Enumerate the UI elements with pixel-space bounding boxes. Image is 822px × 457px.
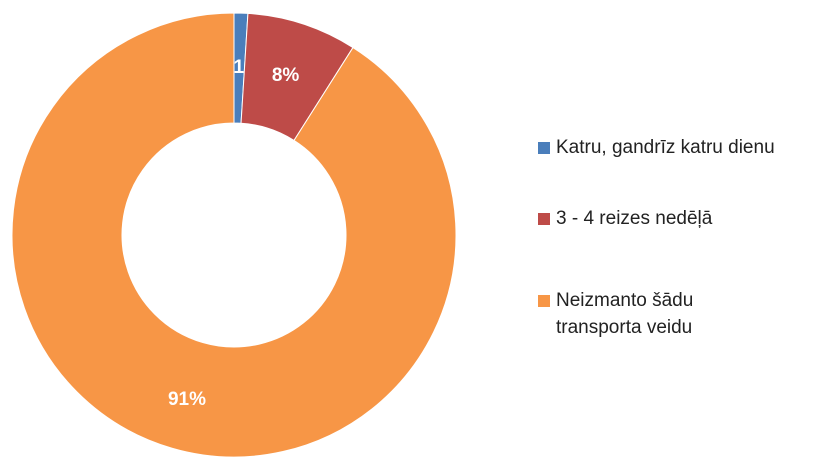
data-label: 8% xyxy=(272,65,300,86)
legend-swatch xyxy=(538,213,550,225)
legend-swatch xyxy=(538,142,550,154)
legend-label: Neizmanto šādu transporta veidu xyxy=(556,290,694,338)
legend-label: Katru, gandrīz katru dienu xyxy=(556,137,775,158)
legend-item: 3 - 4 reizes nedēļā xyxy=(538,205,822,232)
legend-item: Katru, gandrīz katru dienu xyxy=(538,134,822,161)
data-label: 91% xyxy=(168,389,206,410)
legend-item: Neizmanto šādu transporta veidu xyxy=(538,287,708,341)
legend-label: 3 - 4 reizes nedēļā xyxy=(556,208,713,229)
legend-swatch xyxy=(538,295,550,307)
donut-slice xyxy=(11,12,457,457)
